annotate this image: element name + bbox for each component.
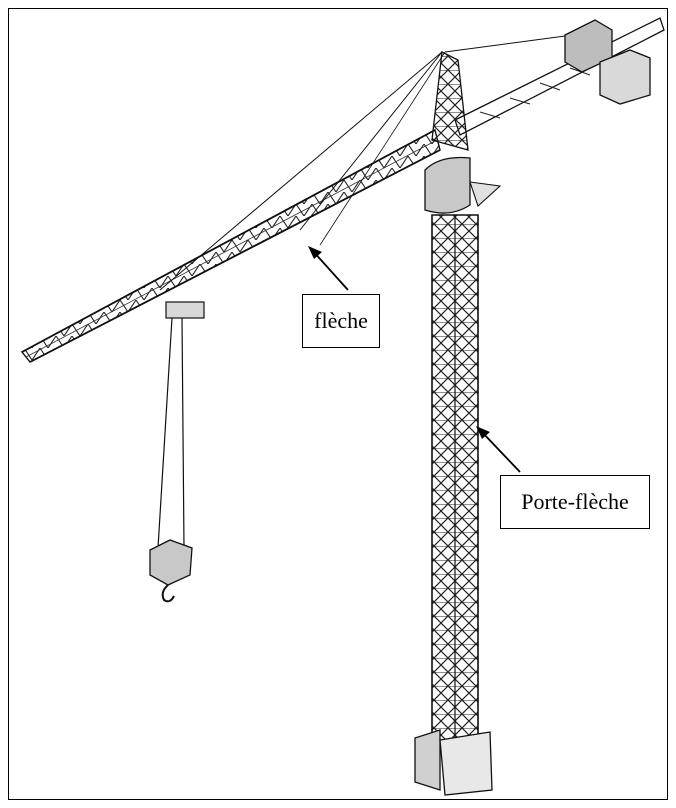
jib-truss — [20, 128, 441, 363]
jib-arrow — [308, 246, 349, 291]
jib-label: flèche — [302, 294, 380, 348]
trolley — [165, 301, 205, 319]
operator-cab — [424, 156, 502, 214]
tower-apex — [159, 35, 566, 291]
tower-base — [414, 729, 493, 796]
figure-frame — [8, 8, 668, 800]
mast-arrow — [476, 426, 521, 473]
counterweight — [564, 19, 651, 105]
hoist-ropes — [157, 317, 185, 549]
mast-label: Porte-flèche — [500, 475, 650, 529]
tower-mast — [431, 214, 479, 746]
hook-block — [149, 539, 193, 603]
